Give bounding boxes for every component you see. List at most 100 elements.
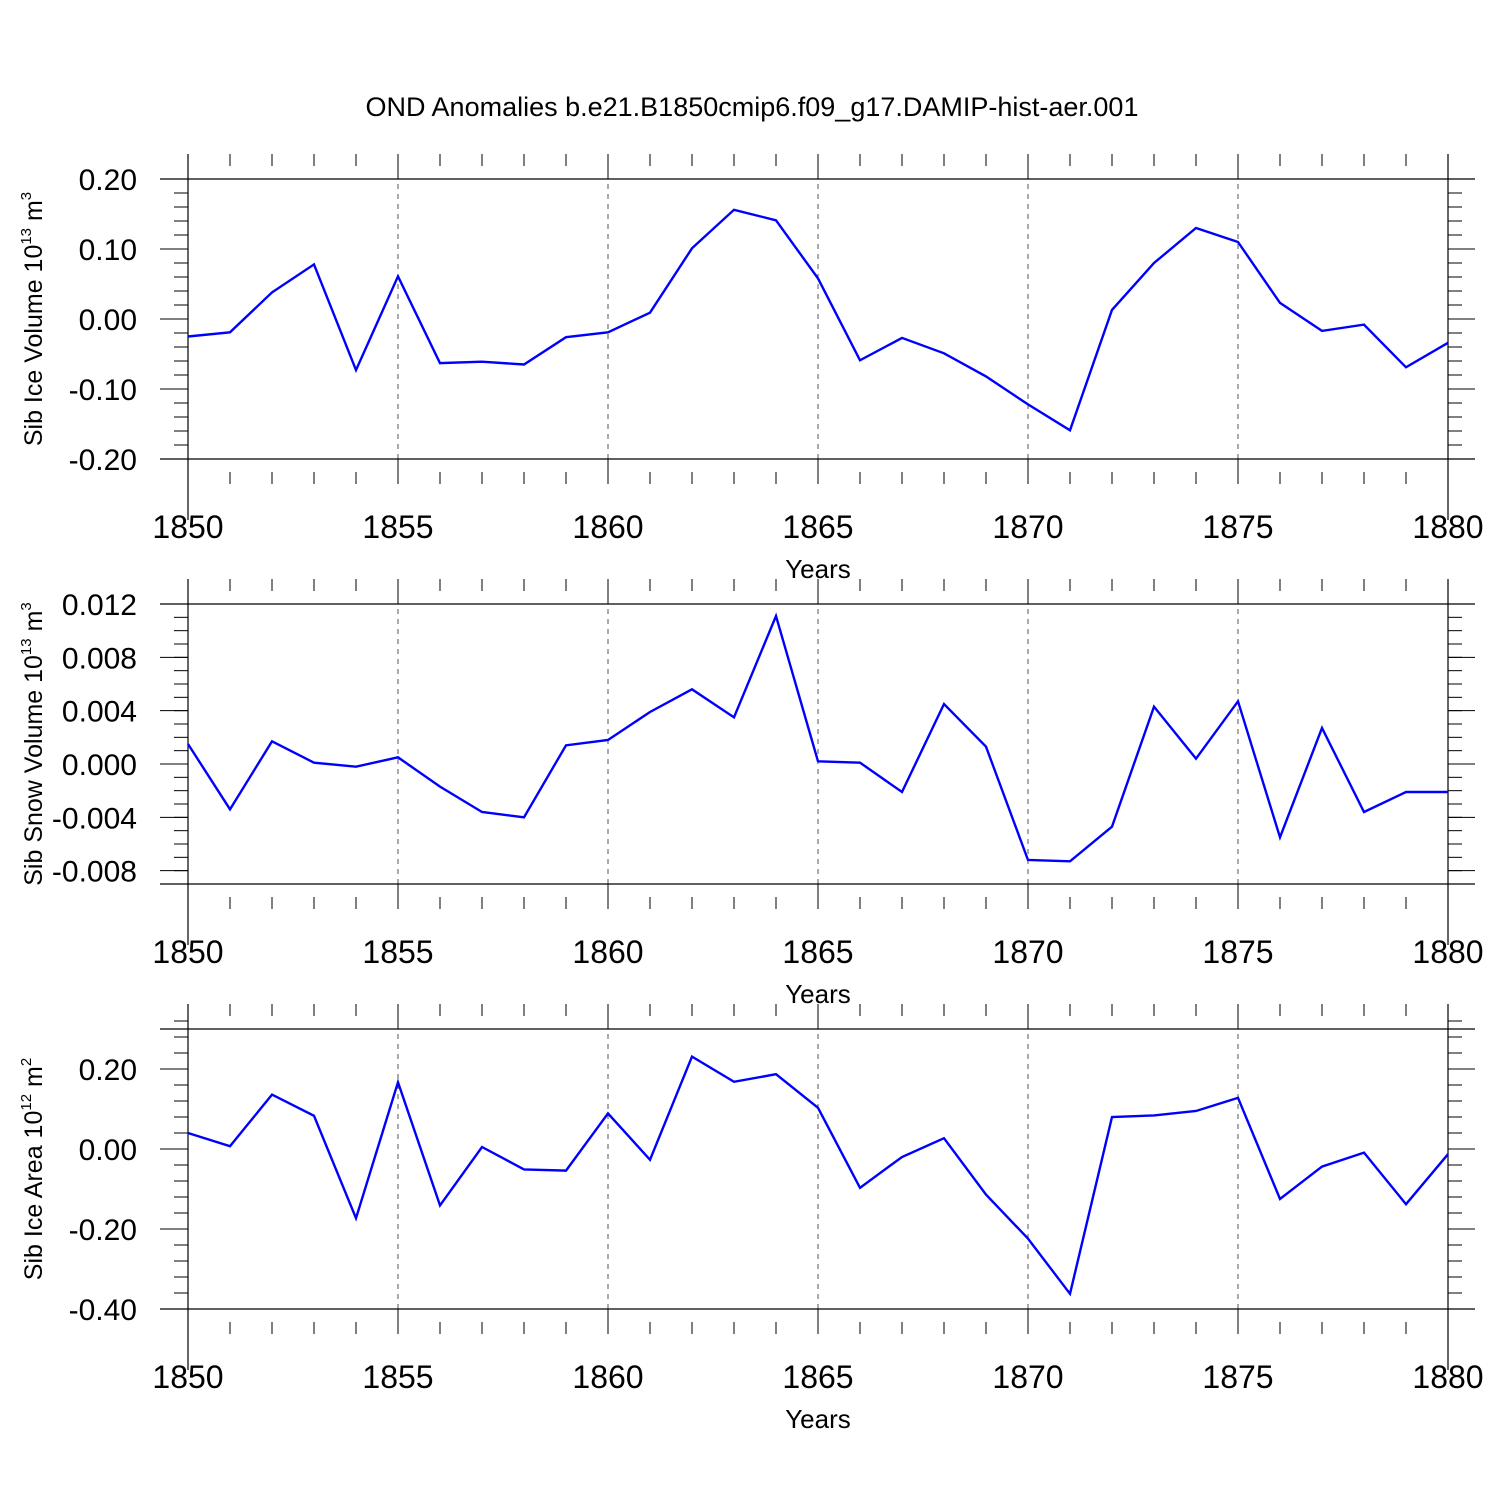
y-axis-title: Sib Snow Volume 1013 m3 xyxy=(18,602,48,886)
y-axis-title-part: Sib Ice Area 10 xyxy=(20,1111,48,1281)
data-point xyxy=(691,1056,693,1058)
data-point xyxy=(1237,241,1239,243)
x-tick-label: 1880 xyxy=(1412,934,1483,970)
x-axis-title: Years xyxy=(785,1404,851,1434)
y-tick-label: 0.012 xyxy=(62,589,137,622)
x-tick-label: 1875 xyxy=(1202,509,1273,545)
data-point xyxy=(187,743,189,745)
data-point xyxy=(1363,324,1365,326)
data-point xyxy=(439,362,441,364)
data-point xyxy=(523,364,525,366)
y-tick-label: 0.20 xyxy=(79,164,137,197)
data-point xyxy=(1069,429,1071,431)
y-axis-title-exponent: 12 xyxy=(18,1094,35,1111)
y-tick-label: -0.004 xyxy=(52,802,137,835)
x-tick-label: 1855 xyxy=(362,1359,433,1395)
data-point xyxy=(775,1073,777,1075)
data-point xyxy=(943,703,945,705)
y-tick-label: 0.004 xyxy=(62,696,137,729)
panel-3: -0.40 -0.20 0.00 0.20 1850 1855 1860 1865 1870 18… xyxy=(18,1004,1484,1434)
data-point xyxy=(901,1156,903,1158)
data-point xyxy=(271,291,273,293)
y-tick-label: 0.000 xyxy=(62,749,137,782)
x-tick-label: 1880 xyxy=(1412,1359,1483,1395)
data-point xyxy=(523,1168,525,1170)
data-point xyxy=(607,1112,609,1114)
data-point xyxy=(1027,1238,1029,1240)
data-point xyxy=(607,331,609,333)
y-tick-label: -0.40 xyxy=(69,1294,137,1327)
panels: -0.20 -0.10 0.00 0.10 0.20 1850 1855 1860 1865 18… xyxy=(18,154,1484,1434)
data-point xyxy=(1027,859,1029,861)
data-point xyxy=(649,1159,651,1161)
data-point xyxy=(691,247,693,249)
data-point xyxy=(1237,1097,1239,1099)
y-axis-title-part: m xyxy=(20,200,48,228)
y-axis-title: Sib Ice Area 1012 m2 xyxy=(18,1058,48,1280)
x-tick-label: 1875 xyxy=(1202,1359,1273,1395)
data-point xyxy=(229,331,231,333)
x-tick-label: 1870 xyxy=(992,934,1063,970)
data-point xyxy=(1195,227,1197,229)
data-point xyxy=(1195,758,1197,760)
data-point xyxy=(229,1145,231,1147)
data-point xyxy=(1321,330,1323,332)
data-point xyxy=(313,263,315,265)
data-point xyxy=(985,746,987,748)
data-point xyxy=(1405,791,1407,793)
x-tick-label: 1865 xyxy=(782,934,853,970)
y-axis-title-part: m xyxy=(20,1066,48,1094)
y-axis-title-part: Sib Ice Volume 10 xyxy=(20,245,48,447)
data-point xyxy=(355,1217,357,1219)
x-tick-label: 1880 xyxy=(1412,509,1483,545)
x-tick-label: 1870 xyxy=(992,1359,1063,1395)
data-point xyxy=(775,219,777,221)
y-tick-label: -0.20 xyxy=(69,1214,137,1247)
data-point xyxy=(1447,342,1449,344)
data-point xyxy=(817,277,819,279)
data-point xyxy=(733,209,735,211)
data-point xyxy=(481,1146,483,1148)
data-point xyxy=(1363,1152,1365,1154)
x-tick-label: 1865 xyxy=(782,509,853,545)
data-point xyxy=(859,359,861,361)
data-point xyxy=(229,808,231,810)
x-tick-label: 1860 xyxy=(572,509,643,545)
data-point xyxy=(271,1094,273,1096)
x-tick-label: 1875 xyxy=(1202,934,1273,970)
panel-2: -0.008 -0.004 0.000 0.004 0.008 0.012 1850 1855… xyxy=(18,579,1484,1009)
data-point xyxy=(313,1115,315,1117)
y-axis-title-exponent: 3 xyxy=(18,192,35,200)
x-tick-label: 1850 xyxy=(152,1359,223,1395)
data-point xyxy=(775,615,777,617)
data-point xyxy=(901,337,903,339)
x-tick-label: 1855 xyxy=(362,934,433,970)
x-tick-label: 1870 xyxy=(992,509,1063,545)
data-point xyxy=(187,1132,189,1134)
data-point xyxy=(439,786,441,788)
data-point xyxy=(1153,706,1155,708)
data-point xyxy=(943,352,945,354)
data-point xyxy=(1153,262,1155,264)
data-point xyxy=(1027,403,1029,405)
y-axis-title: Sib Ice Volume 1013 m3 xyxy=(18,192,48,446)
data-point xyxy=(1321,727,1323,729)
data-point xyxy=(397,756,399,758)
data-point xyxy=(1447,1153,1449,1155)
data-point xyxy=(649,312,651,314)
data-point xyxy=(1321,1166,1323,1168)
data-point xyxy=(1237,700,1239,702)
data-point xyxy=(943,1137,945,1139)
y-tick-label: -0.20 xyxy=(69,444,137,477)
data-point xyxy=(733,716,735,718)
data-point xyxy=(1111,309,1113,311)
y-axis-title-part: m xyxy=(20,611,48,639)
data-point xyxy=(439,1204,441,1206)
y-tick-label: 0.10 xyxy=(79,234,137,267)
data-point xyxy=(313,762,315,764)
data-point xyxy=(565,1170,567,1172)
data-point xyxy=(1069,860,1071,862)
data-point xyxy=(859,762,861,764)
x-tick-label: 1850 xyxy=(152,934,223,970)
